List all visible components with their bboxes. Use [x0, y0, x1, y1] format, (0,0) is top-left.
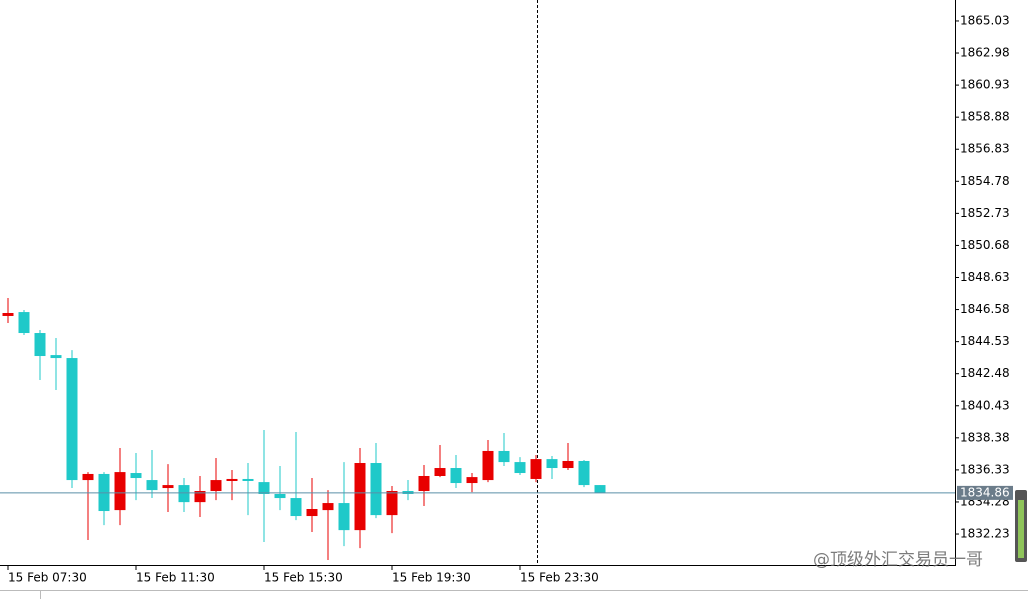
candle-body: [130, 473, 142, 479]
candle-body: [66, 358, 78, 481]
y-tick-label: 1852.73: [960, 206, 1010, 220]
y-tick-label: 1862.98: [960, 46, 1010, 60]
watermark: @顶级外汇交易员一哥: [813, 550, 983, 570]
candle-body: [274, 493, 286, 499]
candle-body: [18, 312, 30, 334]
candle-body: [210, 480, 222, 492]
candle-body: [338, 503, 350, 531]
candle-body: [2, 313, 14, 316]
candle-body: [546, 459, 558, 469]
candle-body: [82, 473, 94, 481]
y-tick-label: 1832.23: [960, 527, 1010, 541]
y-tick-label: 1854.78: [960, 174, 1010, 188]
y-tick-label: 1865.03: [960, 13, 1010, 27]
candle-body: [178, 485, 190, 503]
x-tick-label: 15 Feb 19:30: [392, 571, 471, 585]
candle-body: [354, 463, 366, 531]
x-tick-label: 15 Feb 07:30: [8, 571, 87, 585]
candle-body: [386, 491, 398, 516]
y-tick-label: 1850.68: [960, 238, 1010, 252]
price-label-box: [957, 485, 1013, 500]
candle-body: [34, 333, 46, 357]
candle-body: [370, 463, 382, 516]
y-tick-label: 1860.93: [960, 78, 1010, 92]
y-tick-label: 1858.88: [960, 110, 1010, 124]
candle-body: [258, 482, 270, 494]
candle-body: [450, 468, 462, 484]
candle-body: [482, 450, 494, 481]
candle-body: [114, 472, 126, 511]
y-tick-label: 1840.43: [960, 398, 1010, 412]
candle-body: [418, 475, 430, 492]
y-tick-label: 1848.63: [960, 270, 1010, 284]
candle-body: [562, 460, 574, 469]
y-tick-label: 1842.48: [960, 366, 1010, 380]
candle-body: [322, 503, 334, 511]
y-tick-label: 1838.38: [960, 430, 1010, 444]
price-label: 1834.86: [960, 485, 1010, 499]
volume-meter-fill: [1018, 500, 1024, 558]
candle-body: [466, 477, 478, 484]
candle-body: [434, 468, 446, 476]
candle-body: [514, 462, 526, 474]
candle-body: [530, 459, 542, 479]
candle-body: [594, 485, 606, 494]
candle-body: [306, 509, 318, 517]
candle-body: [226, 478, 238, 482]
x-tick-label: 15 Feb 11:30: [136, 571, 215, 585]
candle-body: [162, 485, 174, 489]
candle-body: [50, 355, 62, 359]
y-tick-label: 1844.53: [960, 334, 1010, 348]
y-tick-label: 1836.33: [960, 462, 1010, 476]
candle-body: [194, 491, 206, 503]
candle-body: [146, 480, 158, 491]
y-tick-label: 1856.83: [960, 142, 1010, 156]
candle-body: [290, 498, 302, 517]
candle-body: [498, 450, 510, 463]
x-tick-label: 15 Feb 23:30: [520, 571, 599, 585]
candle-body: [242, 478, 254, 482]
y-tick-label: 1846.58: [960, 302, 1010, 316]
x-tick-label: 15 Feb 15:30: [264, 571, 343, 585]
candle-body: [578, 460, 590, 486]
